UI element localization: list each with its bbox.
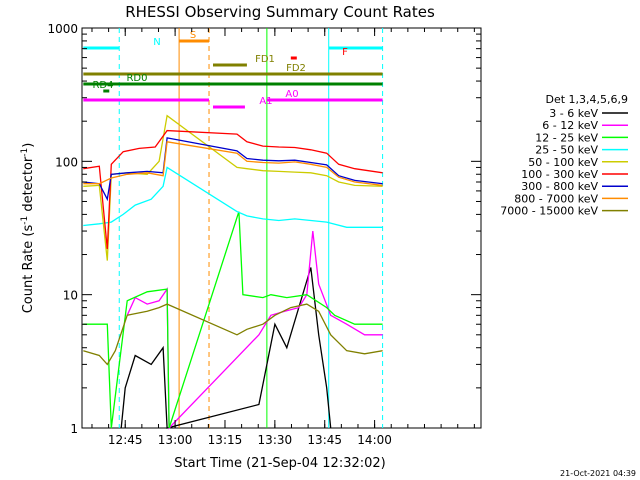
y-tick-label-1: 10 [63,289,78,303]
y-axis-label-mid: detector [21,156,36,216]
series-line-7 [83,141,383,187]
legend-label-8: 7000 - 15000 keV [500,205,598,218]
x-axis-label: Start Time (21-Sep-04 12:32:02) [174,456,385,471]
x-tick-label-5: 14:00 [357,433,392,447]
chart-title: RHESSI Observing Summary Count Rates [125,3,435,21]
x-tick-label-4: 13:45 [307,433,342,447]
timestamp: 21-Oct-2021 04:39 [560,469,636,478]
legend-label-3: 25 - 50 keV [535,144,598,157]
legend-label-4: 50 - 100 keV [528,156,598,169]
flag-label-fd1: FD1 [255,54,275,65]
flag-label-rd0: RD0 [126,73,147,84]
x-axis: 12:45 13:00 13:15 13:30 13:45 14:00 [91,28,475,447]
flag-label-s: S [190,30,196,41]
legend-label-6: 300 - 800 keV [521,180,598,193]
plot-frame [81,27,482,429]
series-line-3 [83,166,383,228]
y-tick-label-2: 100 [55,155,78,169]
y-axis-label-sup2: -1 [20,148,30,157]
legend-label-1: 6 - 12 keV [542,119,598,132]
y-axis: 1 10 100 1000 [47,22,481,436]
x-tick-label-1: 13:00 [158,433,193,447]
flag-label-rd4: RD4 [92,80,113,91]
x-tick-label-2: 13:15 [208,433,243,447]
series-line-1 [126,231,383,430]
y-tick-label-0: 1 [70,422,78,436]
legend-title: Det 1,3,4,5,6,9 [545,93,628,106]
series-line-4 [83,114,383,261]
legend-label-7: 800 - 7000 keV [514,192,598,205]
series-line-2 [83,211,383,429]
x-tick-label-3: 13:30 [258,433,293,447]
flag-label-n: N [153,37,160,48]
flag-bars: N S F FD1 FD2 RD0 RD4 A0 A1 [83,30,383,109]
series-line-0 [120,267,332,429]
flag-label-a0: A0 [285,89,298,100]
y-axis-label-end: ) [21,143,36,148]
y-axis-label-main: Count Rate (s [21,225,36,314]
flag-label-a1: A1 [259,96,272,107]
x-tick-label-0: 12:45 [108,433,143,447]
flag-label-f: F [342,47,348,58]
y-axis-label: Count Rate (s-1 detector-1) [20,143,36,314]
series-line-6 [83,137,383,202]
y-tick-label-3: 1000 [47,22,78,36]
flag-label-fd2: FD2 [286,63,306,74]
series-lines [83,114,383,430]
series-line-8 [83,303,383,366]
marker-lines [118,28,384,428]
legend-label-0: 3 - 6 keV [549,107,598,120]
legend-label-2: 12 - 25 keV [535,131,598,144]
y-axis-label-sup1: -1 [20,216,30,225]
legend-label-5: 100 - 300 keV [521,168,598,181]
